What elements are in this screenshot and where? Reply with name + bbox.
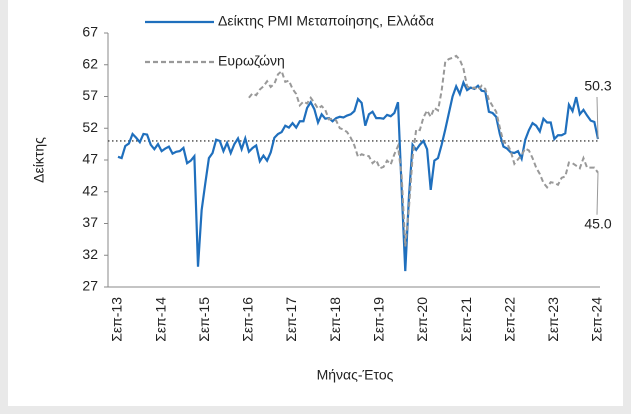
y-tick-label: 57 <box>82 87 98 103</box>
x-tick-label: Σεπ-20 <box>414 297 430 342</box>
end-label-leader <box>596 172 599 215</box>
x-tick-label: Σεπ-16 <box>240 297 256 342</box>
x-tick-label: Σεπ-13 <box>109 297 125 342</box>
x-tick-label: Σεπ-24 <box>589 297 605 342</box>
y-axis-label: Δείκτης <box>31 137 47 183</box>
legend-label: Δείκτης PMI Μεταποίησης, Ελλάδα <box>218 13 434 29</box>
y-tick-label: 37 <box>82 214 98 230</box>
x-tick-label: Σεπ-14 <box>152 297 168 342</box>
series-line <box>117 79 600 272</box>
end-label: 45.0 <box>584 215 611 231</box>
end-label: 50.3 <box>584 78 611 94</box>
series-line <box>248 54 599 247</box>
plot-background <box>8 0 623 406</box>
y-tick-label: 27 <box>82 278 98 294</box>
y-tick-label: 52 <box>82 119 98 135</box>
x-tick-label: Σεπ-18 <box>327 297 343 342</box>
x-tick-label: Σεπ-21 <box>458 297 474 342</box>
x-tick-label: Σεπ-22 <box>501 297 517 342</box>
legend-label: Ευρωζώνη <box>218 53 285 69</box>
y-tick-label: 47 <box>82 151 98 167</box>
x-tick-label: Σεπ-17 <box>283 297 299 342</box>
x-tick-label: Σεπ-15 <box>196 297 212 342</box>
end-label-leader <box>596 97 599 140</box>
x-tick-label: Σεπ-19 <box>371 297 387 342</box>
x-axis-label: Μήνας-Έτος <box>317 367 394 383</box>
y-tick-label: 67 <box>82 24 98 40</box>
y-tick-label: 32 <box>82 246 98 262</box>
x-tick-label: Σεπ-23 <box>545 297 561 342</box>
y-tick-label: 42 <box>82 182 98 198</box>
y-tick-label: 62 <box>82 55 98 71</box>
